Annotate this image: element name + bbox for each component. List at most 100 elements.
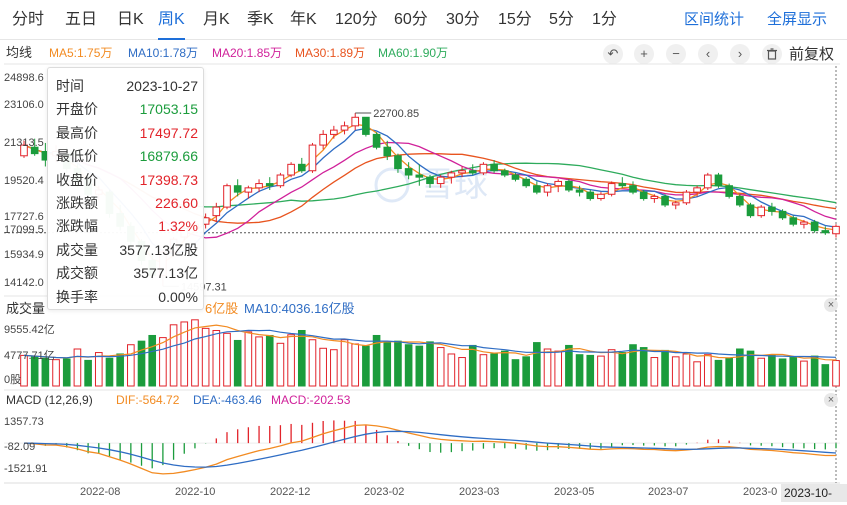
tooltip-key: 最高价 xyxy=(56,124,98,141)
volume-bar xyxy=(41,357,50,387)
fullscreen-button[interactable]: 全屏显示 xyxy=(767,11,828,28)
candle-body xyxy=(458,170,466,174)
volume-ma-lines xyxy=(23,324,837,361)
volume-bar xyxy=(511,359,520,387)
volume-ma10-value: MA10:4036.16亿股 xyxy=(244,301,355,316)
tooltip-value: 17398.73 xyxy=(139,171,198,188)
candle-body xyxy=(757,206,766,217)
adjust-mode-select[interactable]: 前复权 xyxy=(789,46,835,63)
volume-bar xyxy=(372,334,381,387)
zoom-in-icon[interactable]: + xyxy=(634,44,654,64)
candle-body xyxy=(629,185,637,193)
volume-bar xyxy=(62,358,71,387)
candle-body xyxy=(543,185,552,193)
next-icon[interactable]: › xyxy=(730,44,750,64)
macd-axis-label: -1521.91 xyxy=(4,463,48,475)
volume-bar xyxy=(554,350,563,387)
volume-bar xyxy=(30,356,39,387)
volume-bar xyxy=(159,337,167,387)
period-tab-bar: 分时 五日 日K 周K 月K 季K 年K 120分 60分 30分 15分 5分… xyxy=(0,0,847,40)
candle-body xyxy=(415,174,424,178)
tooltip-value: 3577.13亿 xyxy=(133,265,198,282)
x-axis-label: 2023-07 xyxy=(648,486,689,498)
volume-bar xyxy=(394,340,402,387)
tooltip-value: 17053.15 xyxy=(139,101,198,118)
ma10-value: MA10:1.78万 xyxy=(128,46,199,60)
candle-body xyxy=(330,129,338,135)
tooltip-row: 时间 2023-10-27 xyxy=(56,74,198,98)
volume-bar xyxy=(180,321,189,387)
tab-30min[interactable]: 30分 xyxy=(446,11,480,28)
volume-bar xyxy=(265,334,274,387)
tab-120min[interactable]: 120分 xyxy=(335,11,378,28)
x-axis-label: 2023-0 xyxy=(743,486,778,498)
volume-bar xyxy=(468,344,477,387)
candle-body xyxy=(533,185,541,193)
tooltip-key: 成交额 xyxy=(56,265,98,282)
tab-5min[interactable]: 5分 xyxy=(549,11,574,28)
candle-body xyxy=(351,116,360,127)
volume-bar xyxy=(586,354,595,387)
volume-bar xyxy=(191,319,199,387)
tab-60min[interactable]: 60分 xyxy=(394,11,428,28)
tab-weekly-k[interactable]: 周K xyxy=(158,0,185,40)
tooltip-key: 收盘价 xyxy=(56,171,98,188)
candle-body xyxy=(671,202,680,206)
volume-bar xyxy=(94,352,103,387)
volume-bar xyxy=(736,348,744,387)
volume-bar xyxy=(693,361,701,387)
candle-body xyxy=(308,144,317,172)
tab-monthly-k[interactable]: 月K xyxy=(203,11,230,28)
volume-bar xyxy=(319,347,327,387)
volume-bar xyxy=(52,359,60,387)
tab-daily-k[interactable]: 日K xyxy=(117,11,144,28)
ma60-value: MA60:1.90万 xyxy=(378,46,449,60)
volume-bar xyxy=(447,353,456,387)
volume-bar xyxy=(362,345,370,387)
x-axis-label: 2022-08 xyxy=(80,486,121,498)
zoom-out-icon[interactable]: − xyxy=(666,44,686,64)
undo-icon[interactable]: ↶ xyxy=(603,44,623,64)
ma20-value: MA20:1.85万 xyxy=(212,46,283,60)
candle-body xyxy=(586,191,595,200)
tab-quarterly-k[interactable]: 季K xyxy=(247,11,274,28)
tooltip-row: 开盘价 17053.15 xyxy=(56,97,198,121)
volume-bar xyxy=(671,356,680,387)
tooltip-row: 成交额 3577.13亿 xyxy=(56,261,198,285)
candle-body xyxy=(639,191,648,200)
candle-body xyxy=(575,189,584,193)
volume-bar xyxy=(137,340,146,387)
tooltip-key: 最低价 xyxy=(56,148,98,165)
volume-bar xyxy=(212,329,221,387)
volume-bar xyxy=(308,339,317,387)
tab-intraday[interactable]: 分时 xyxy=(12,11,45,28)
tooltip-value: 17497.72 xyxy=(139,124,198,141)
range-stats-button[interactable]: 区间统计 xyxy=(684,11,745,28)
volume-bar xyxy=(714,359,723,387)
volume-bar xyxy=(810,355,819,387)
close-volume-icon[interactable]: × xyxy=(824,298,838,312)
tab-five-day[interactable]: 五日 xyxy=(65,11,98,28)
tab-15min[interactable]: 15分 xyxy=(498,11,532,28)
volume-bar xyxy=(148,334,157,387)
candle-body xyxy=(297,163,306,172)
price-axis-label: 15934.9 xyxy=(4,249,44,261)
tab-1min[interactable]: 1分 xyxy=(592,11,617,28)
volume-bar xyxy=(404,344,413,387)
volume-bar xyxy=(436,347,445,387)
volume-bar xyxy=(233,339,242,387)
tab-yearly-k[interactable]: 年K xyxy=(290,11,317,28)
candle-body xyxy=(212,206,221,217)
volume-bar xyxy=(650,357,659,387)
tooltip-value: 16879.66 xyxy=(139,148,198,165)
volume-bar xyxy=(84,359,92,387)
prev-icon[interactable]: ‹ xyxy=(698,44,718,64)
delete-icon[interactable] xyxy=(762,44,782,64)
volume-bar xyxy=(661,349,669,387)
volume-bar xyxy=(340,339,349,387)
volume-bar xyxy=(244,331,253,387)
volume-bar xyxy=(500,350,509,387)
volume-bar xyxy=(703,354,712,387)
close-macd-icon[interactable]: × xyxy=(824,393,838,407)
